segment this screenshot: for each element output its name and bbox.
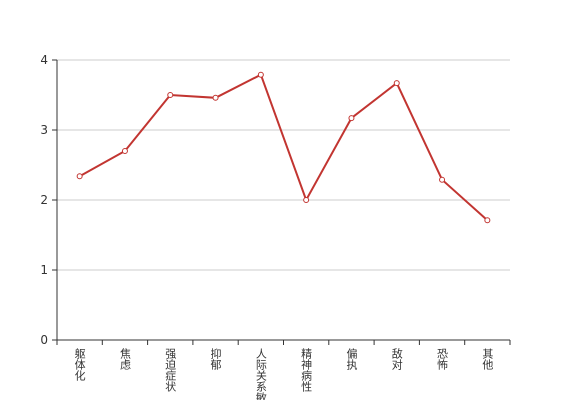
point <box>393 80 400 87</box>
y-tick-label: 3 <box>40 123 48 137</box>
x-tick-label: 其他 <box>481 348 494 370</box>
x-tick-label: 抑郁 <box>209 347 222 370</box>
x-tick-label: 焦虑 <box>118 348 131 370</box>
point <box>212 94 219 101</box>
y-tick-label: 2 <box>40 193 48 207</box>
x-tick-label: 精神病性 <box>300 348 313 393</box>
x-tick-label: 敌对 <box>390 347 403 370</box>
y-tick-label: 1 <box>40 263 48 277</box>
line <box>79 73 489 222</box>
y-tick-label: 0 <box>40 333 48 347</box>
x-tick-label: 躯体化 <box>73 348 86 382</box>
x-tick-label: 强迫症状 <box>164 348 177 392</box>
x-tick-label: 偏执 <box>345 347 358 371</box>
point <box>257 71 264 78</box>
point <box>167 92 174 98</box>
x-tick-label: 恐怖 <box>436 348 449 370</box>
point <box>303 197 310 203</box>
point <box>484 217 491 224</box>
point <box>121 148 128 154</box>
point <box>439 176 446 183</box>
y-tick-label: 4 <box>40 53 48 67</box>
x-tick-label: 人际关系敏感 <box>254 348 267 400</box>
point <box>348 115 355 122</box>
point <box>76 173 83 180</box>
